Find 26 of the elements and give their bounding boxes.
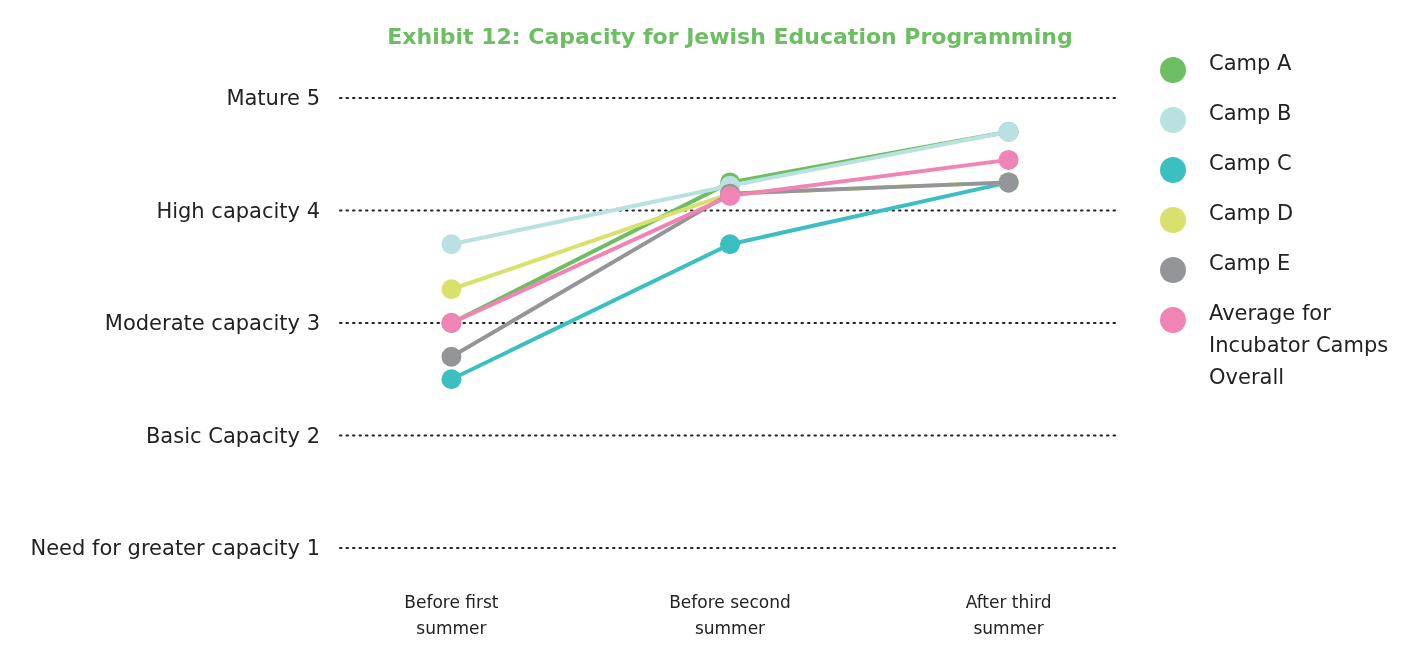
x-tick-label: Before first summer	[404, 592, 499, 638]
x-tick-label: After third summer	[965, 592, 1052, 638]
legend-label: Camp E	[1209, 251, 1291, 275]
point	[998, 149, 1019, 170]
point	[441, 369, 462, 390]
legend-label: Camp B	[1209, 101, 1292, 125]
point	[441, 234, 462, 255]
x-tick-label: Before second summer	[669, 592, 791, 638]
y-tick-label: 5	[306, 86, 320, 111]
point	[720, 234, 740, 255]
text: Mature	[226, 86, 300, 111]
chart-title: Exhibit 12: Capacity for Jewish Education Programming	[387, 24, 1073, 49]
y-tick-label: 1	[306, 536, 320, 561]
point	[441, 346, 462, 367]
legend-label: Camp D	[1209, 201, 1294, 225]
y-tick-label: 3	[306, 311, 320, 336]
text: High capacity	[156, 198, 300, 223]
y-tick-label: 2	[306, 423, 320, 448]
point	[441, 279, 462, 300]
legend-label: Camp C	[1209, 151, 1292, 175]
y-tick-label: 4	[306, 198, 320, 223]
text: Moderate capacity	[104, 311, 300, 336]
legend-label: Average for Incubator Camps Overall	[1209, 301, 1389, 389]
text: Basic Capacity	[145, 423, 300, 448]
text: Need for greater capacity	[30, 536, 300, 561]
legend-label: Camp A	[1209, 51, 1292, 75]
